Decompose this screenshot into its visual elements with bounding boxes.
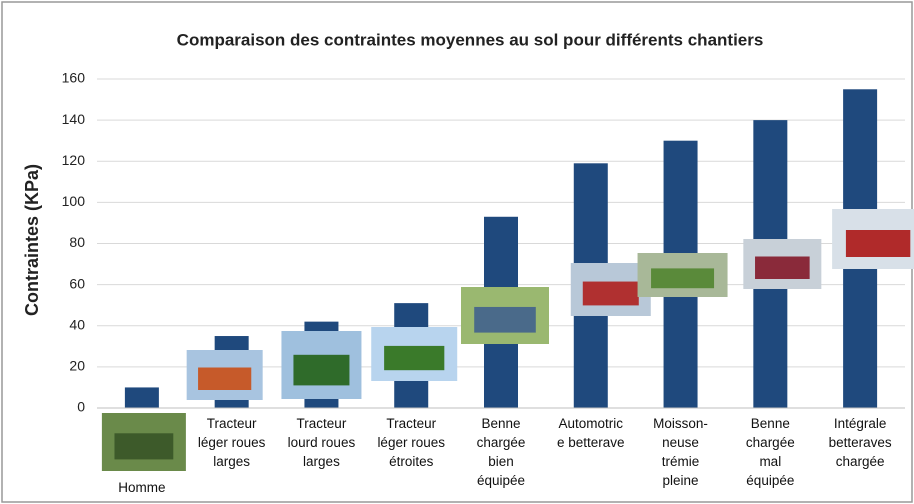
x-tick-label: Homme: [106, 478, 178, 497]
y-tick-label: 20: [69, 358, 85, 374]
x-tick-label: Automotrice betterave: [555, 414, 627, 452]
page: Comparaison des contraintes moyennes au …: [0, 0, 914, 504]
photo-subject: [651, 268, 714, 288]
y-tick-label: 100: [62, 193, 86, 209]
x-tick-label: Benne chargée bien équipée: [465, 414, 537, 490]
bar: [125, 387, 159, 408]
photo-subject: [583, 282, 639, 306]
x-tick-label: Benne chargée mal équipée: [734, 414, 806, 490]
y-tick-label: 120: [62, 152, 86, 168]
y-tick-label: 140: [62, 111, 86, 127]
chart-title: Comparaison des contraintes moyennes au …: [177, 30, 764, 49]
y-tick-label: 40: [69, 316, 85, 332]
x-tick-label: Tracteur lourd roues larges: [285, 414, 357, 471]
y-axis-label: Contraintes (KPa): [22, 164, 42, 316]
photo-subject: [198, 368, 251, 391]
x-tick-label: Tracteur léger roues étroites: [375, 414, 447, 471]
y-tick-label: 160: [62, 70, 86, 86]
x-tick-label: Tracteur léger roues larges: [196, 414, 268, 471]
photo-subject: [384, 346, 444, 370]
photo-subject: [846, 230, 910, 257]
photo-subject: [474, 307, 536, 333]
x-tick-label: Intégrale betteraves chargée: [824, 414, 896, 471]
y-tick-label: 0: [77, 399, 85, 415]
y-tick-label: 60: [69, 275, 85, 291]
photo-subject: [293, 355, 349, 386]
photo-subject: [114, 433, 173, 459]
x-tick-label: Moisson-neuse trémie pleine: [645, 414, 717, 490]
y-tick-label: 80: [69, 234, 85, 250]
photo-subject: [755, 257, 810, 280]
